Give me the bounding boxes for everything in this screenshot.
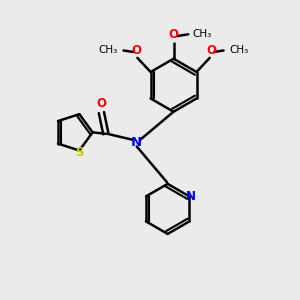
Text: O: O bbox=[131, 44, 141, 57]
Text: N: N bbox=[186, 190, 196, 203]
Text: O: O bbox=[206, 44, 216, 57]
Text: CH₃: CH₃ bbox=[98, 46, 118, 56]
Text: O: O bbox=[96, 97, 106, 110]
Text: CH₃: CH₃ bbox=[230, 46, 249, 56]
Text: S: S bbox=[75, 146, 84, 158]
Text: N: N bbox=[131, 136, 142, 149]
Text: O: O bbox=[169, 28, 178, 41]
Text: CH₃: CH₃ bbox=[192, 29, 212, 39]
